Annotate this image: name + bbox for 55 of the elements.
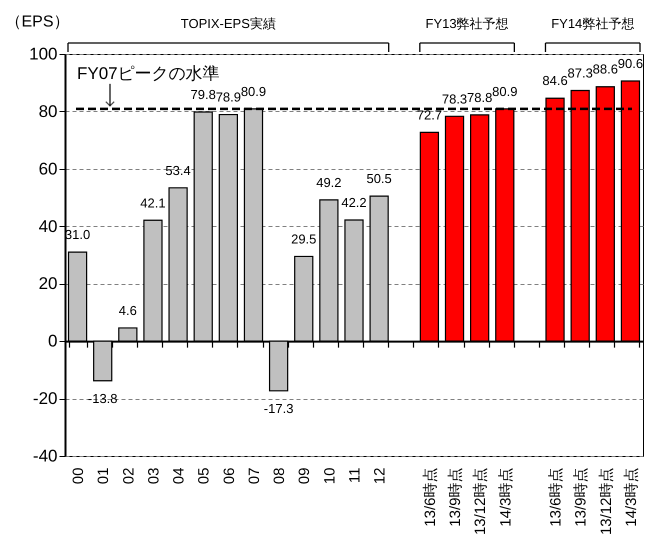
y-tick-label: 100 xyxy=(29,44,58,64)
data-label: 53.4 xyxy=(165,162,191,178)
data-label: 4.6 xyxy=(118,302,137,318)
y-tick-label: 60 xyxy=(38,159,58,178)
y-tick-label: 40 xyxy=(38,216,58,236)
x-tick-label: 13/12時点 xyxy=(472,468,490,536)
x-tick-label: 13/6時点 xyxy=(548,468,565,527)
data-label: -17.3 xyxy=(264,400,294,416)
y-tick-label: -40 xyxy=(32,446,58,466)
x-tick-label: 14/3時点 xyxy=(497,468,514,527)
x-tick-label: 13/9時点 xyxy=(572,468,590,527)
data-label: 88.6 xyxy=(592,62,618,77)
data-label: 79.8 xyxy=(190,87,216,102)
legend-label: FY07ピークの水準 xyxy=(77,64,220,83)
data-label: 49.2 xyxy=(316,174,342,190)
y-tick-label: -20 xyxy=(32,389,58,408)
data-label: 50.5 xyxy=(366,171,392,186)
data-label: 80.9 xyxy=(492,84,518,99)
data-label: 87.3 xyxy=(568,65,593,80)
x-tick-label: 13/12時点 xyxy=(598,468,615,536)
x-tick-label: 14/3時点 xyxy=(622,468,640,527)
x-tick-label: 12 xyxy=(372,468,389,484)
data-label: 80.9 xyxy=(240,84,266,99)
x-tick-label: 02 xyxy=(120,468,138,484)
x-tick-label: 06 xyxy=(220,468,238,484)
data-label: -13.8 xyxy=(88,390,118,406)
y-axis-title: （EPS） xyxy=(6,14,70,30)
data-label: 78.3 xyxy=(442,91,468,106)
x-tick-label: 13/6時点 xyxy=(422,468,439,527)
text: FY13弊社予想 xyxy=(426,16,509,31)
y-tick-label: 20 xyxy=(38,274,58,294)
data-label: 78.9 xyxy=(216,90,242,105)
x-tick-label: 01 xyxy=(95,468,112,484)
data-label: 78.8 xyxy=(466,90,492,105)
data-label: 31.0 xyxy=(64,227,90,242)
x-tick-label: 04 xyxy=(170,468,188,484)
data-label: 90.6 xyxy=(618,56,644,71)
data-label: 84.6 xyxy=(542,73,568,88)
data-label: 42.2 xyxy=(341,194,367,210)
data-label: 42.1 xyxy=(140,195,166,210)
x-tick-label: 05 xyxy=(196,468,213,484)
x-tick-label: 08 xyxy=(271,468,288,484)
text: FY14弊社予想 xyxy=(551,16,634,31)
x-tick-label: 13/9時点 xyxy=(447,468,464,527)
x-tick-label: 10 xyxy=(321,468,338,484)
x-tick-label: 07 xyxy=(246,468,263,484)
data-label: 72.7 xyxy=(416,107,442,122)
data-label: 29.5 xyxy=(291,231,316,246)
text: TOPIX-EPS実績 xyxy=(180,16,276,31)
y-tick-label: 0 xyxy=(48,332,58,351)
x-tick-label: 11 xyxy=(346,468,364,484)
x-tick-label: 00 xyxy=(70,468,88,484)
y-tick-label: 80 xyxy=(38,102,58,121)
x-tick-label: 03 xyxy=(145,468,162,484)
x-tick-label: 09 xyxy=(296,468,314,484)
